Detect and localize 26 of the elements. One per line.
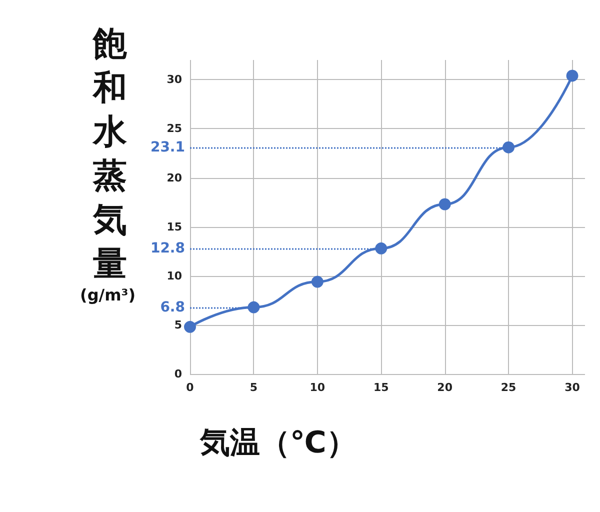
x-tick-label: 30 — [564, 381, 580, 394]
point — [438, 198, 451, 210]
point — [311, 276, 324, 288]
ref-line-label: 12.8 — [150, 240, 185, 256]
point — [375, 242, 388, 254]
y-tick-label: 0 — [174, 368, 182, 380]
y-tick-label: 10 — [166, 269, 182, 282]
y-tick-label: 30 — [166, 73, 182, 86]
ref-line-label: 23.1 — [150, 139, 185, 156]
y-axis-title: 飽和水蒸気量(g/m³) — [80, 24, 136, 304]
x-tick-label: 0 — [186, 381, 194, 394]
point — [248, 301, 260, 314]
point — [184, 320, 196, 333]
x-axis-title: 気温（℃） — [199, 426, 356, 460]
point — [502, 141, 515, 154]
point — [566, 70, 578, 82]
x-tick-label: 15 — [373, 381, 389, 394]
y-tick-label: 5 — [174, 318, 182, 332]
x-tick-label: 5 — [250, 381, 258, 394]
ref-line-label: 6.8 — [160, 299, 185, 316]
y-tick-label: 25 — [166, 122, 182, 136]
y-tick-label: 15 — [166, 220, 182, 234]
x-tick-label: 20 — [437, 381, 453, 394]
x-tick-label: 25 — [500, 381, 516, 394]
y-tick-label: 20 — [166, 171, 182, 184]
x-tick-label: 10 — [310, 381, 326, 394]
